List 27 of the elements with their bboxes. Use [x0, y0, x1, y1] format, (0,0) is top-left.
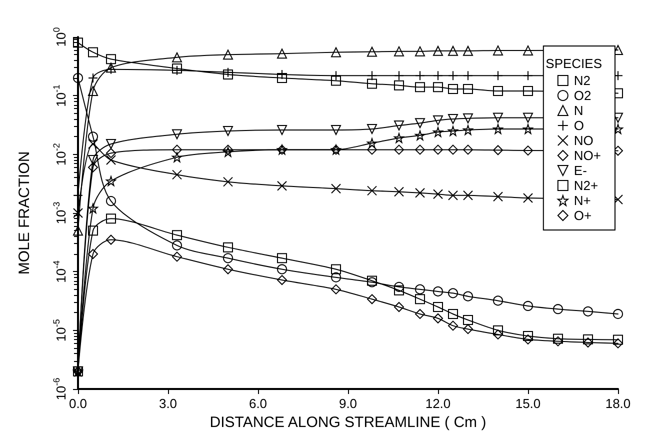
x-tick-label: 3.0: [158, 396, 178, 411]
legend-label: O: [574, 118, 584, 133]
x-tick-label: 15.0: [515, 396, 541, 411]
legend-label: O+: [574, 208, 592, 223]
y-tick-label: 10-1: [52, 84, 68, 107]
x-tick-label: 6.0: [248, 396, 268, 411]
legend-label: N: [574, 103, 584, 118]
legend-label: N2+: [574, 178, 598, 193]
x-tick-label: 9.0: [338, 396, 358, 411]
y-tick-label: 10-6: [52, 378, 68, 400]
y-tick-label: 10-4: [52, 260, 68, 283]
legend-label: E-: [574, 163, 587, 178]
y-tick-label: 10-5: [52, 319, 68, 342]
y-tick-label: 10-2: [52, 143, 68, 166]
x-axis-title: DISTANCE ALONG STREAMLINE ( Cm ): [210, 414, 486, 431]
legend-label: NO+: [574, 148, 601, 163]
legend-title: SPECIES: [546, 56, 602, 71]
legend-label: N+: [574, 193, 591, 208]
y-tick-label: 10-3: [52, 202, 68, 224]
legend-label: N2: [574, 73, 591, 88]
legend-label: O2: [574, 88, 592, 103]
x-tick-label: 12.0: [425, 396, 451, 411]
legend-label: NO: [574, 133, 594, 148]
x-tick-label: 0.0: [68, 396, 88, 411]
x-tick-label: 18.0: [605, 396, 631, 411]
y-axis-title: MOLE FRACTION: [16, 151, 33, 275]
y-tick-label: 100: [52, 27, 68, 47]
